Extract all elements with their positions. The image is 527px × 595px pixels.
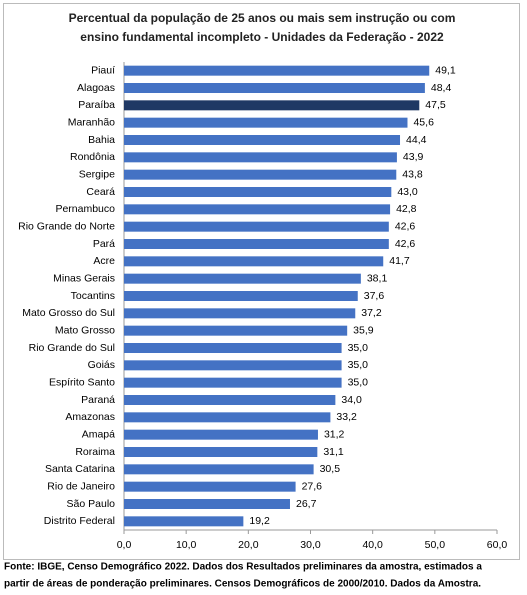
value-label: 42,8	[396, 203, 417, 215]
value-label: 35,0	[348, 376, 369, 388]
bar	[124, 464, 314, 475]
y-tick-label: Amapá	[82, 428, 115, 440]
x-tick-label: 10,0	[176, 539, 197, 551]
bar	[124, 516, 244, 527]
bar	[124, 360, 342, 371]
value-label: 38,1	[367, 272, 388, 284]
x-tick-label: 50,0	[425, 539, 446, 551]
value-label: 35,9	[353, 324, 374, 336]
chart-title: Percentual da população de 25 anos ou ma…	[69, 11, 456, 25]
bar	[124, 291, 358, 301]
y-tick-label: Minas Gerais	[53, 272, 115, 284]
value-label: 35,0	[348, 342, 369, 354]
y-tick-label: Distrito Federal	[44, 515, 115, 527]
bar	[124, 169, 397, 180]
bar	[124, 204, 391, 215]
value-label: 43,9	[403, 151, 424, 163]
value-label: 37,6	[364, 290, 385, 302]
source-note: Fonte: IBGE, Censo Demográfico 2022. Dad…	[4, 562, 482, 573]
y-tick-label: Rio Grande do Norte	[18, 220, 115, 232]
chart-title: ensino fundamental incompleto - Unidades…	[80, 30, 444, 44]
value-label: 48,4	[431, 82, 452, 94]
y-tick-label: Amazonas	[65, 411, 115, 423]
value-label: 34,0	[341, 394, 362, 406]
y-tick-label: Tocantins	[71, 290, 115, 302]
value-label: 30,5	[320, 463, 341, 475]
y-tick-label: Acre	[93, 255, 115, 267]
bar	[124, 83, 425, 93]
value-label: 49,1	[435, 64, 456, 76]
value-label: 33,2	[336, 411, 357, 423]
value-label: 41,7	[389, 255, 410, 267]
bar	[124, 481, 296, 492]
value-label: 19,2	[249, 515, 270, 527]
value-label: 44,4	[406, 134, 427, 146]
y-tick-label: Rio de Janeiro	[47, 480, 115, 492]
value-label: 31,1	[323, 446, 344, 458]
bar	[124, 325, 348, 336]
y-tick-label: Paraná	[81, 394, 115, 406]
value-label: 43,0	[397, 186, 418, 198]
x-tick-label: 40,0	[362, 539, 383, 551]
y-tick-label: Espírito Santo	[49, 376, 115, 388]
value-label: 37,2	[361, 307, 382, 319]
y-tick-label: Mato Grosso	[55, 324, 115, 336]
bar	[124, 239, 389, 249]
value-label: 42,6	[395, 238, 416, 250]
bar	[124, 256, 384, 267]
bar	[124, 395, 336, 405]
value-label: 31,2	[324, 428, 345, 440]
bar	[124, 499, 290, 509]
bar	[124, 377, 342, 388]
source-note: partir de áreas de ponderação preliminar…	[4, 579, 481, 590]
bar	[124, 273, 361, 284]
bar	[124, 447, 318, 457]
bar	[124, 308, 356, 319]
value-label: 27,6	[302, 480, 323, 492]
y-tick-label: Ceará	[86, 186, 115, 198]
value-label: 42,6	[395, 220, 416, 232]
y-tick-label: Pernambuco	[55, 203, 115, 215]
bar	[124, 221, 389, 232]
value-label: 35,0	[348, 359, 369, 371]
x-tick-label: 0,0	[117, 539, 132, 551]
y-tick-label: Mato Grosso do Sul	[22, 307, 115, 319]
bar	[124, 117, 408, 128]
y-tick-label: Bahia	[88, 134, 115, 146]
value-label: 26,7	[296, 498, 317, 510]
bar	[124, 152, 397, 163]
bar	[124, 343, 342, 353]
x-tick-label: 60,0	[487, 539, 508, 551]
bar	[124, 429, 318, 440]
y-tick-label: Santa Catarina	[45, 463, 115, 475]
y-tick-label: Maranhão	[68, 116, 115, 128]
y-tick-label: Rondônia	[70, 151, 115, 163]
y-tick-label: Sergipe	[79, 168, 115, 180]
bar	[124, 187, 392, 197]
y-tick-label: Piauí	[91, 64, 115, 76]
bar	[124, 100, 420, 111]
y-tick-label: Rio Grande do Sul	[29, 342, 115, 354]
y-tick-label: São Paulo	[67, 498, 116, 510]
y-tick-label: Alagoas	[77, 82, 115, 94]
y-tick-label: Pará	[93, 238, 115, 250]
bar	[124, 412, 331, 423]
bar	[124, 65, 430, 76]
value-label: 43,8	[402, 168, 423, 180]
value-label: 45,6	[413, 116, 434, 128]
y-tick-label: Goiás	[88, 359, 115, 371]
x-tick-label: 20,0	[238, 539, 259, 551]
value-label: 47,5	[425, 99, 446, 111]
y-tick-label: Roraima	[75, 446, 115, 458]
y-tick-label: Paraíba	[78, 99, 115, 111]
x-tick-label: 30,0	[300, 539, 321, 551]
bar	[124, 135, 401, 145]
